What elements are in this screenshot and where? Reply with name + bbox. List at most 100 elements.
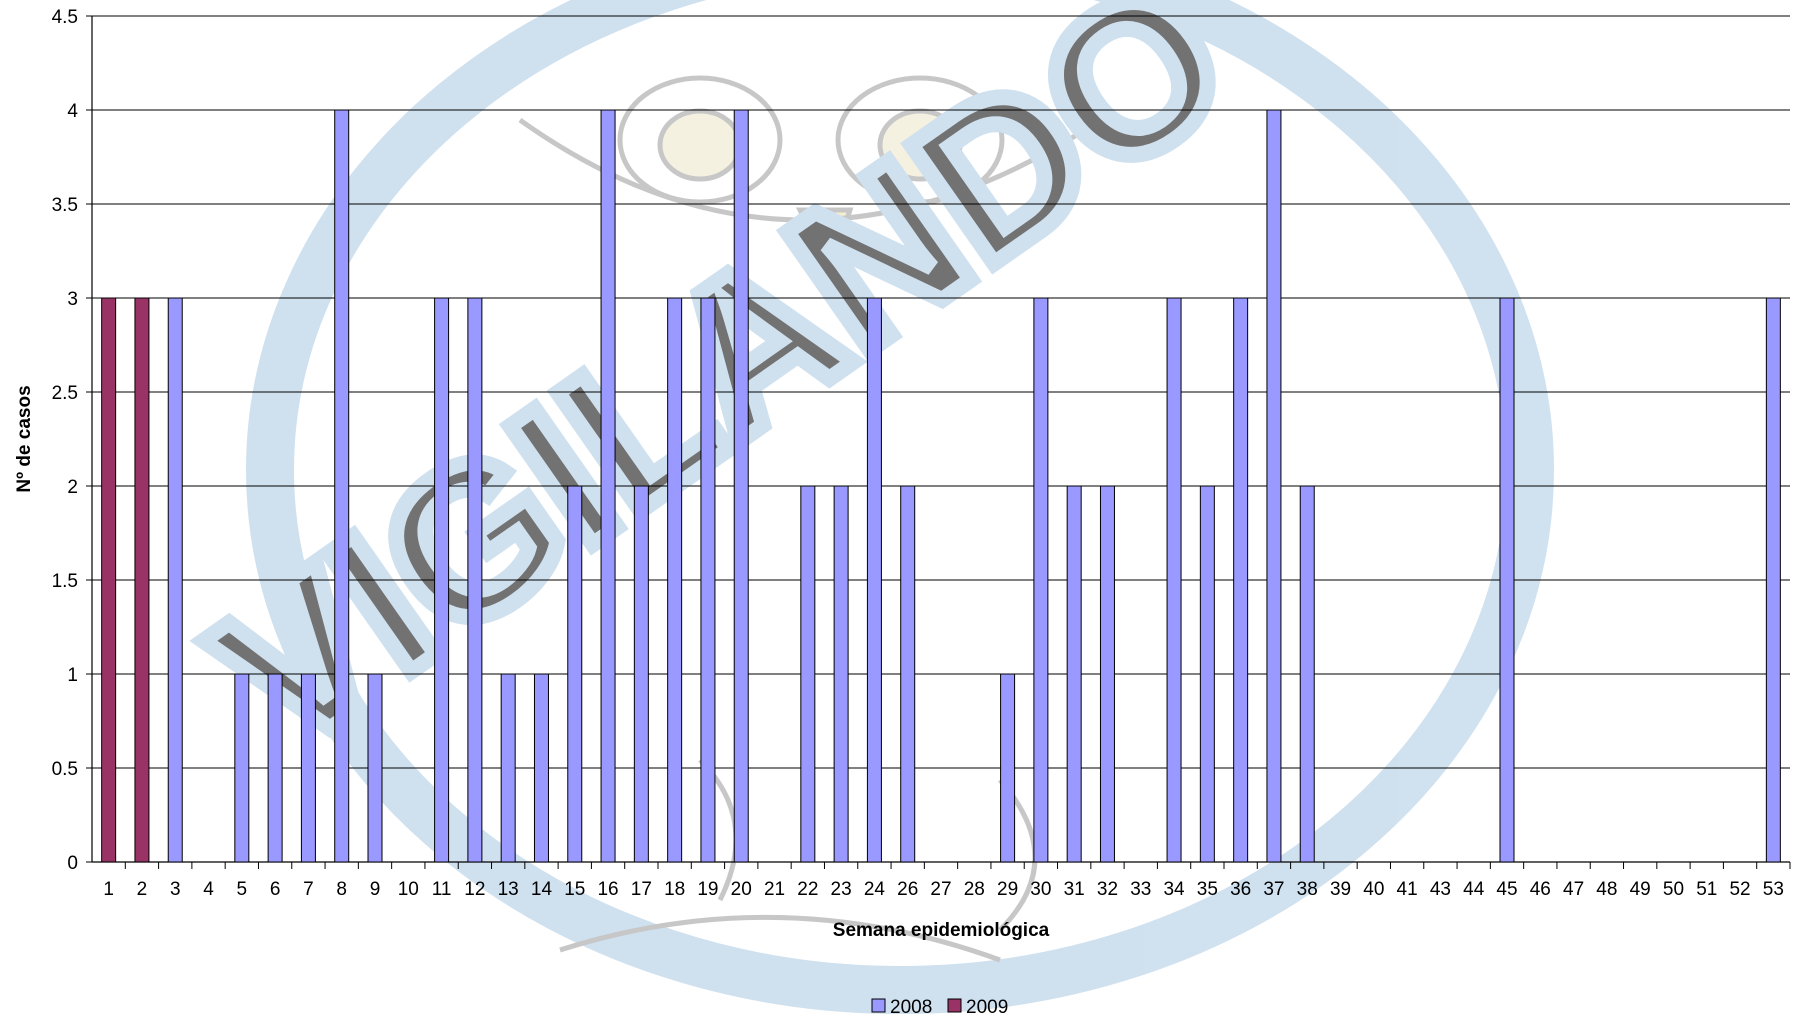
y-tick-label: 1.5 bbox=[52, 571, 78, 592]
legend-swatch bbox=[871, 998, 886, 1013]
x-tick-label: 47 bbox=[1563, 879, 1584, 900]
legend-label: 2008 bbox=[890, 997, 932, 1018]
x-tick-label: 53 bbox=[1763, 879, 1784, 900]
plot-area: 00.511.522.533.544.51 2 3 4 5 6 7 8 9 10 11 12 13 14 1… bbox=[14, 7, 1791, 1018]
x-tick-label: 49 bbox=[1630, 879, 1651, 900]
bar-2008 bbox=[533, 673, 549, 863]
x-tick-label: 46 bbox=[1530, 879, 1551, 900]
bar-2008 bbox=[633, 485, 649, 863]
x-tick-label: 41 bbox=[1397, 879, 1418, 900]
x-tick-label: 4 bbox=[203, 879, 214, 900]
y-axis-title: Nº de casos bbox=[14, 385, 35, 492]
x-tick-label: 2 bbox=[137, 879, 148, 900]
x-tick-label: 16 bbox=[597, 879, 618, 900]
y-tick-label: 2.5 bbox=[52, 383, 78, 404]
bar-2008 bbox=[434, 297, 450, 863]
legend-label: 2009 bbox=[966, 997, 1008, 1018]
bar-2008 bbox=[1099, 485, 1115, 863]
y-tick-label: 4 bbox=[67, 101, 78, 122]
y-tick-label: 2 bbox=[67, 477, 78, 498]
x-tick-label: 22 bbox=[797, 879, 818, 900]
x-tick-label: 18 bbox=[664, 879, 685, 900]
x-tick-label: 48 bbox=[1596, 879, 1617, 900]
y-tick-label: 1 bbox=[67, 665, 78, 686]
bar-2008 bbox=[1033, 297, 1049, 863]
bar-2008 bbox=[866, 297, 882, 863]
x-tick-label: 52 bbox=[1729, 879, 1750, 900]
x-tick-label: 44 bbox=[1463, 879, 1485, 900]
y-tick-label: 3.5 bbox=[52, 195, 78, 216]
x-tick-label: 23 bbox=[831, 879, 852, 900]
bar-2008 bbox=[1166, 297, 1182, 863]
x-tick-label: 26 bbox=[897, 879, 918, 900]
x-tick-label: 39 bbox=[1330, 879, 1351, 900]
bar-2008 bbox=[1299, 485, 1315, 863]
x-tick-label: 11 bbox=[432, 879, 452, 900]
x-tick-label: 19 bbox=[697, 879, 718, 900]
bar-2008 bbox=[600, 109, 616, 863]
bar-2008 bbox=[300, 673, 316, 863]
x-tick-label: 29 bbox=[997, 879, 1018, 900]
x-tick-label: 24 bbox=[864, 879, 886, 900]
bar-2008 bbox=[500, 673, 516, 863]
x-tick-label: 6 bbox=[270, 879, 281, 900]
x-tick-label: 50 bbox=[1663, 879, 1684, 900]
y-tick-label: 0.5 bbox=[52, 759, 78, 780]
bar-2008 bbox=[800, 485, 816, 863]
x-tick-label: 40 bbox=[1363, 879, 1384, 900]
bar-2009 bbox=[134, 297, 150, 863]
bar-2008 bbox=[1765, 297, 1781, 863]
bar-2008 bbox=[234, 673, 250, 863]
bar-2008 bbox=[1199, 485, 1215, 863]
y-tick-label: 4.5 bbox=[52, 7, 78, 28]
bar-2008 bbox=[467, 297, 483, 863]
bar-2008 bbox=[1000, 673, 1016, 863]
bar-2008 bbox=[367, 673, 383, 863]
bar-2008 bbox=[1266, 109, 1282, 863]
x-axis-title: Semana epidemiológica bbox=[833, 920, 1050, 941]
bar-2008 bbox=[1066, 485, 1082, 863]
x-tick-label: 17 bbox=[631, 879, 652, 900]
x-tick-label: 36 bbox=[1230, 879, 1251, 900]
x-tick-label: 20 bbox=[731, 879, 752, 900]
bar-2008 bbox=[167, 297, 183, 863]
x-tick-label: 51 bbox=[1696, 879, 1717, 900]
x-tick-label: 33 bbox=[1130, 879, 1151, 900]
x-tick-label: 15 bbox=[564, 879, 585, 900]
x-tick-label: 21 bbox=[764, 879, 785, 900]
legend: 2008 2009 bbox=[871, 997, 1008, 1018]
x-tick-label: 35 bbox=[1197, 879, 1218, 900]
x-tick-label: 30 bbox=[1030, 879, 1051, 900]
x-tick-label: 7 bbox=[303, 879, 314, 900]
x-tick-label: 38 bbox=[1297, 879, 1318, 900]
watermark-ring bbox=[246, 0, 1554, 1014]
bar-2008 bbox=[334, 109, 350, 863]
x-tick-label: 37 bbox=[1263, 879, 1284, 900]
bar-2008 bbox=[567, 485, 583, 863]
x-tick-label: 27 bbox=[930, 879, 951, 900]
bar-2008 bbox=[1499, 297, 1515, 863]
bar-2008 bbox=[700, 297, 716, 863]
bar-2008 bbox=[267, 673, 283, 863]
x-tick-label: 1 bbox=[103, 879, 114, 900]
x-tick-label: 45 bbox=[1496, 879, 1517, 900]
x-tick-label: 31 bbox=[1064, 879, 1085, 900]
x-tick-label: 3 bbox=[170, 879, 181, 900]
x-tick-label: 43 bbox=[1430, 879, 1451, 900]
x-tick-label: 5 bbox=[237, 879, 248, 900]
bar-2008 bbox=[733, 109, 749, 863]
bar-2008 bbox=[900, 485, 916, 863]
bar-2008 bbox=[667, 297, 683, 863]
y-tick-label: 3 bbox=[67, 289, 78, 310]
x-tick-label: 32 bbox=[1097, 879, 1118, 900]
x-tick-label: 34 bbox=[1163, 879, 1185, 900]
x-tick-label: 12 bbox=[464, 879, 485, 900]
bar-2008 bbox=[1233, 297, 1249, 863]
bar-2009 bbox=[101, 297, 117, 863]
x-tick-label: 14 bbox=[531, 879, 553, 900]
legend-swatch bbox=[947, 998, 962, 1013]
x-tick-label: 28 bbox=[964, 879, 985, 900]
x-tick-label: 10 bbox=[398, 879, 419, 900]
